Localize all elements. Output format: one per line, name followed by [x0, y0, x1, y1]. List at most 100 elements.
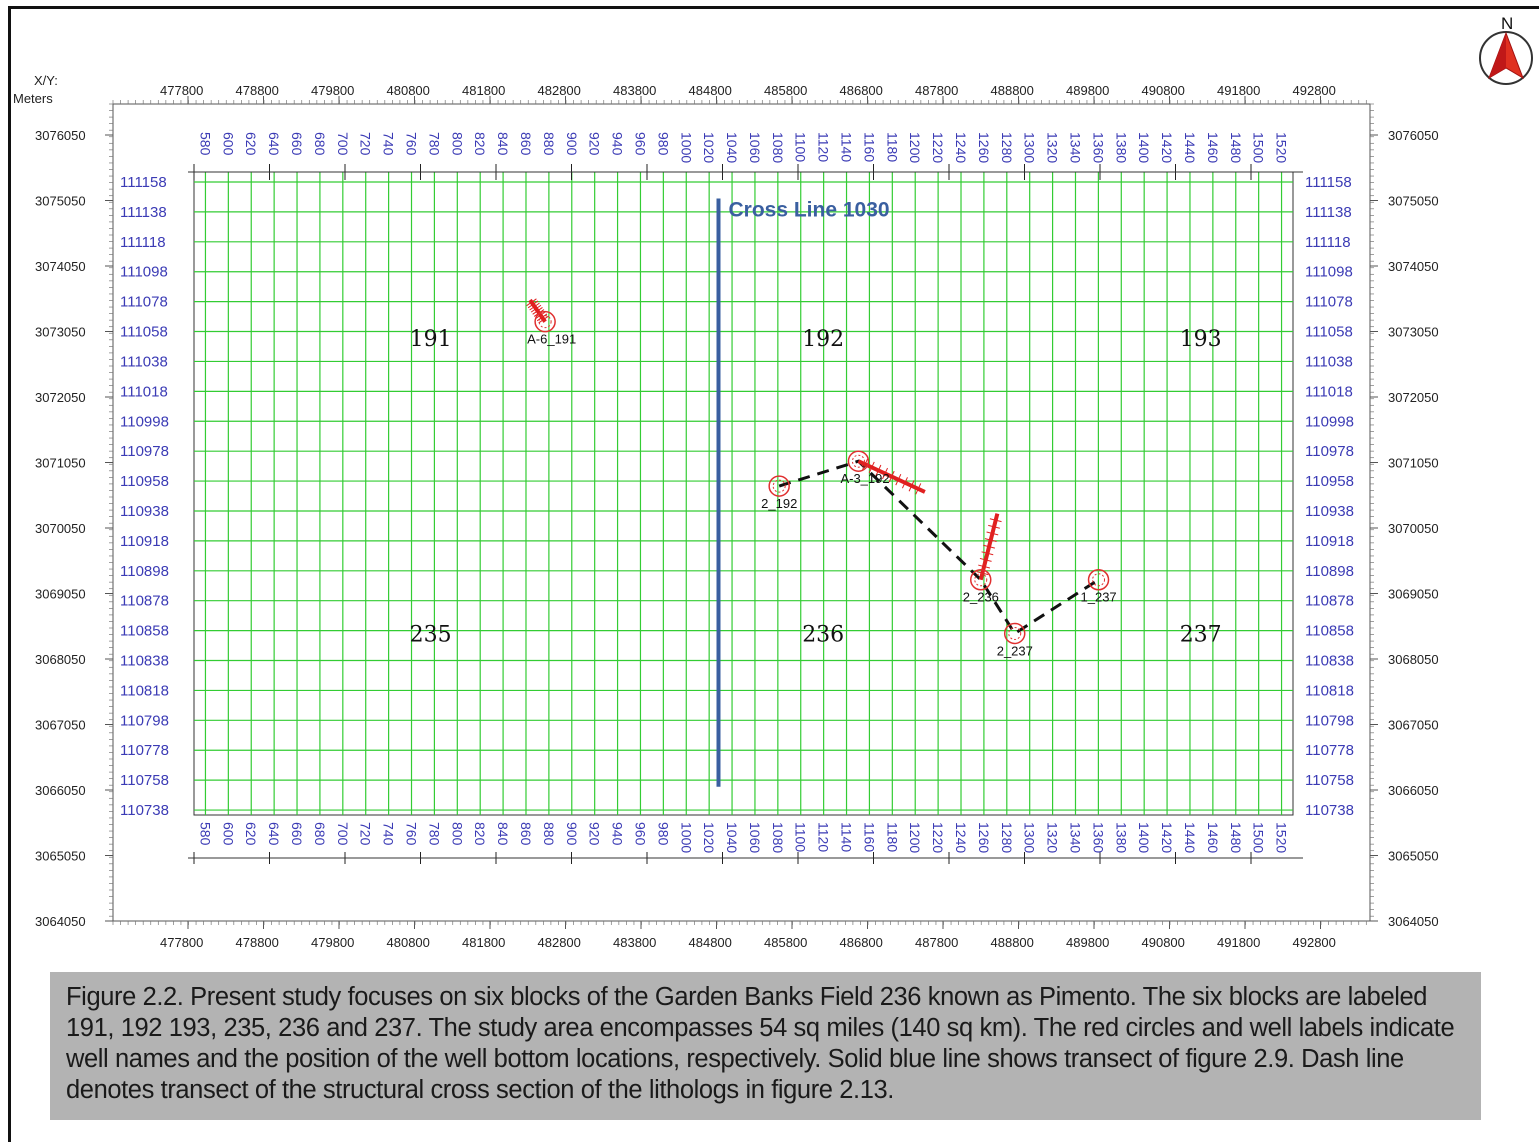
y-tick-label-right: 3075050: [1388, 194, 1439, 209]
crossline-label-top: 960: [632, 132, 648, 156]
x-tick-label-top: 491800: [1217, 83, 1260, 98]
inline-label-right: 110858: [1305, 623, 1354, 640]
inline-label-left: 111158: [120, 174, 167, 191]
axis-ticks: [105, 96, 1378, 929]
crossline-label-top: 1080: [770, 132, 786, 163]
x-tick-label-bottom: 480800: [387, 935, 430, 950]
inline-label-left: 110958: [120, 473, 169, 490]
well-track-hatch: [888, 470, 895, 483]
well-circle: [534, 310, 556, 333]
crossline-label-top: 1440: [1182, 132, 1198, 163]
crossline-label-top: 1020: [701, 132, 717, 163]
crossline-label-top: 600: [220, 132, 236, 156]
crossline-label-top: 620: [243, 132, 259, 156]
y-tick-label-left: 3069050: [35, 587, 86, 602]
figure-caption-box: Figure 2.2. Present study focuses on six…: [50, 972, 1481, 1120]
x-tick-label-bottom: 486800: [840, 935, 883, 950]
crossline-label-bottom: 1360: [1090, 822, 1106, 853]
crossline-label-top: 840: [495, 132, 511, 156]
crossline-label-bottom: 1480: [1228, 822, 1244, 853]
crossline-label-top: 700: [335, 132, 351, 156]
crossline-label-top: 1200: [907, 132, 923, 163]
y-tick-label-right: 3069050: [1388, 587, 1439, 602]
crossline-label-top: 1180: [884, 132, 900, 162]
well-track-hatch: [984, 538, 997, 542]
well-circle-inner: [851, 454, 865, 468]
crossline-label-top: 1140: [839, 132, 855, 162]
inline-label-left: 110998: [120, 413, 169, 430]
block-labels: 191 192 193 235 236 237: [410, 327, 1222, 647]
well-track-hatch: [538, 315, 549, 324]
y-tick-label-right: 3074050: [1388, 259, 1439, 274]
inline-label-right: 111018: [1305, 383, 1353, 400]
inline-label-right: 110818: [1305, 682, 1354, 699]
y-tick-label-left: 3074050: [35, 259, 86, 274]
inline-label-right: 110978: [1305, 443, 1354, 460]
inline-label-left: 110878: [120, 593, 169, 610]
crossline-label-bottom: 1020: [701, 822, 717, 853]
well-label: 2_236: [963, 590, 999, 605]
well-circle: [847, 450, 870, 472]
crossline-label-bottom: 1460: [1205, 822, 1221, 853]
crossline-label-top: 1480: [1228, 132, 1244, 163]
crossline-label-bottom: 1420: [1159, 822, 1175, 853]
x-tick-label-bottom: 484800: [689, 935, 732, 950]
y-tick-label-right: 3073050: [1388, 325, 1439, 340]
crossline-label-bottom: 740: [381, 822, 397, 846]
inline-label-left: 111038: [120, 353, 168, 370]
x-tick-label-bottom: 489800: [1066, 935, 1109, 950]
crossline-label-bottom: 1100: [793, 822, 809, 852]
crossline-label-top: 640: [266, 132, 282, 156]
crossline-label-bottom: 780: [426, 822, 442, 846]
axis-unit-label-meters: Meters: [13, 91, 53, 106]
crossline-label-bottom: 1240: [953, 822, 969, 853]
crossline-label-bottom: 1300: [1022, 822, 1038, 853]
y-tick-label-right: 3076050: [1388, 128, 1439, 143]
crossline-label-top: 1320: [1045, 132, 1061, 163]
block-label: 235: [410, 622, 452, 647]
y-tick-label-left: 3071050: [35, 456, 86, 471]
x-tick-label-top: 489800: [1066, 83, 1109, 98]
x-tick-label-bottom: 491800: [1217, 935, 1260, 950]
inline-label-right: 110958: [1305, 473, 1354, 490]
crossline-label-bottom: 720: [358, 822, 374, 846]
crossline-label-bottom: 600: [220, 822, 236, 846]
crossline-label-top: 880: [541, 132, 557, 156]
crossline-label-bottom: 1260: [976, 822, 992, 853]
crossline-label-top: 660: [289, 132, 305, 156]
well-track-hatch: [536, 313, 548, 322]
plot-frame: [112, 103, 1371, 922]
well-track-hatch: [901, 477, 908, 489]
well-track-hatch: [895, 474, 902, 486]
crossline-label-top: 1040: [724, 132, 740, 163]
crossline-label-top: 900: [564, 132, 580, 156]
x-tick-label-bottom: 487800: [915, 935, 958, 950]
crossline-label-top: 1240: [953, 132, 969, 163]
cross-line-label: Cross Line 1030: [729, 199, 890, 222]
well-track-hatch: [868, 461, 875, 474]
inline-label-right: 110898: [1305, 563, 1354, 580]
crossline-label-top: 1380: [1113, 132, 1129, 163]
y-tick-label-right: 3071050: [1388, 456, 1439, 471]
inline-label-right: 110778: [1305, 742, 1354, 759]
x-tick-label-bottom: 485800: [764, 935, 807, 950]
well-circle: [1087, 568, 1110, 591]
crossline-label-bottom: 1220: [930, 822, 946, 853]
well-track-hatch: [908, 480, 915, 492]
well-circle: [1003, 622, 1026, 645]
inline-label-left: 110818: [120, 682, 169, 699]
crossline-label-bottom: 680: [312, 822, 328, 846]
crossline-label-bottom: 1380: [1113, 822, 1129, 853]
axis-labels: 580 580 600 600 620 620 640 640 660 660 680 680 700 7…: [35, 83, 1439, 950]
y-tick-label-left: 3065050: [35, 849, 86, 864]
inline-label-left: 111118: [120, 234, 166, 251]
x-tick-label-bottom: 481800: [462, 935, 505, 950]
crossline-label-top: 1100: [793, 132, 809, 162]
inline-label-left: 110918: [120, 533, 169, 550]
crossline-label-top: 1460: [1205, 132, 1221, 163]
crossline-label-bottom: 1340: [1067, 822, 1083, 853]
survey-grid: [194, 172, 1293, 815]
crossline-label-top: 580: [197, 132, 213, 156]
crossline-label-bottom: 1200: [907, 822, 923, 853]
block-label: 193: [1180, 327, 1222, 352]
